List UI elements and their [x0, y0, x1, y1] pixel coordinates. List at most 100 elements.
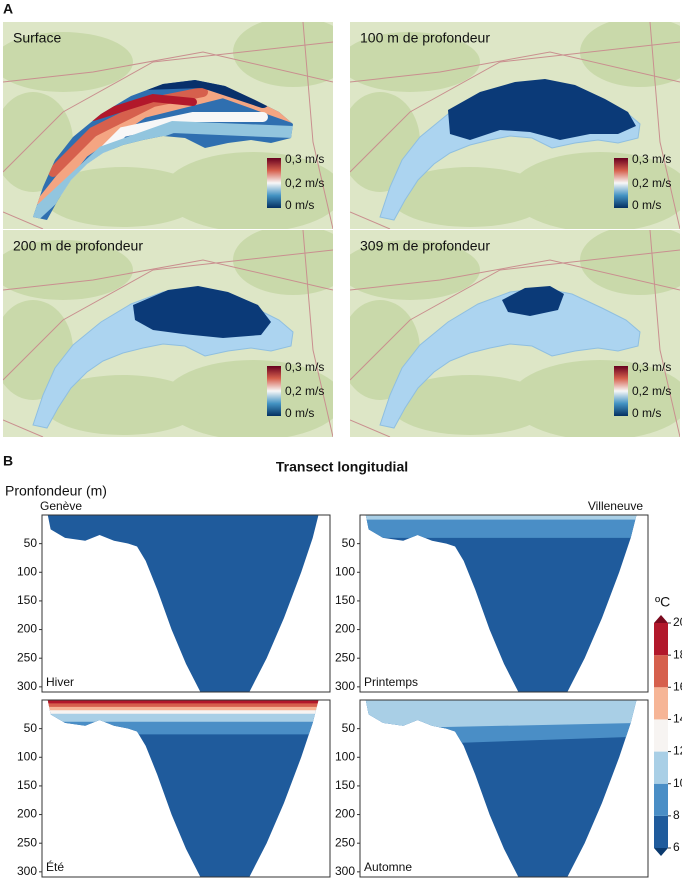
water-layer: [47, 700, 319, 704]
y-tick-label: 200: [17, 622, 37, 636]
y-tick-label: 200: [335, 807, 355, 821]
y-tick-label: 150: [17, 778, 37, 792]
y-tick-label: 150: [17, 593, 37, 607]
colorbar-unit: ºC: [655, 594, 670, 610]
y-tick-label: 50: [342, 536, 356, 550]
location-label: Genève: [40, 499, 82, 513]
deep-water: [502, 286, 564, 316]
y-tick-label: 200: [335, 622, 355, 636]
map-title: 100 m de profondeur: [360, 30, 490, 46]
road: [302, 22, 333, 229]
water-column: [47, 700, 319, 877]
y-tick-label: 100: [335, 564, 355, 578]
road: [350, 41, 680, 173]
map-panel: 200 m de profondeur 0,3 m/s 0,2 m/s 0 m/s: [3, 230, 333, 437]
panel-frame: [359, 514, 649, 693]
road: [3, 211, 44, 229]
colorbar-tick-label: 8: [673, 808, 680, 822]
colorbar-label: 0,3 m/s: [632, 360, 671, 374]
colorbar-label: 0,3 m/s: [632, 152, 671, 166]
colorbar-tick-label: 10: [673, 776, 682, 790]
colorbar-band: [654, 623, 668, 656]
transect-panel: 50 100 150 200 250 300 Printemps: [335, 514, 649, 693]
y-tick-label: 50: [24, 721, 38, 735]
colorbar-tick-label: 16: [673, 679, 682, 693]
terrain: [3, 240, 133, 300]
road: [3, 41, 333, 173]
y-tick-label: 300: [17, 864, 37, 878]
road: [350, 51, 680, 83]
velocity-colorbar: [614, 366, 628, 416]
colorbar-label: 0,3 m/s: [285, 152, 324, 166]
water-layer: [365, 515, 637, 520]
season-label: Hiver: [46, 675, 74, 689]
map-content: [350, 230, 680, 437]
y-tick-label: 250: [335, 650, 355, 664]
terrain: [390, 167, 550, 227]
transect-panel: 50 100 150 200 250 300 Automne: [335, 699, 649, 878]
colorbar-band: [654, 655, 668, 688]
season-label: Automne: [364, 860, 412, 874]
terrain: [43, 375, 203, 435]
map-title: 200 m de profondeur: [13, 238, 143, 254]
water-layer: [47, 515, 319, 692]
water-column: [365, 700, 637, 877]
road: [3, 419, 44, 437]
road: [350, 249, 680, 381]
water-layer: [365, 515, 637, 538]
road: [350, 419, 391, 437]
colorbar-label: 0,2 m/s: [632, 384, 671, 398]
velocity-colorbar: [614, 158, 628, 208]
road: [350, 259, 680, 291]
terrain: [350, 32, 480, 92]
deep-water: [448, 79, 636, 140]
road: [350, 211, 391, 229]
terrain: [510, 152, 680, 229]
road: [3, 249, 333, 381]
terrain: [233, 22, 333, 87]
terrain: [350, 240, 480, 300]
colorbar-band: [654, 687, 668, 720]
terrain: [163, 152, 333, 229]
transect-title: Transect longitudial: [276, 459, 408, 475]
colorbar-band: [654, 719, 668, 752]
terrain: [163, 360, 333, 437]
y-tick-label: 100: [335, 749, 355, 763]
water-column: [365, 515, 637, 692]
terrain: [390, 375, 550, 435]
y-tick-label: 150: [335, 593, 355, 607]
colorbar-label: 0,2 m/s: [632, 176, 671, 190]
road: [649, 22, 680, 229]
road: [3, 51, 333, 83]
velocity-colorbar: [267, 366, 281, 416]
y-tick-label: 250: [335, 835, 355, 849]
map-title: Surface: [13, 30, 61, 46]
colorbar-label: 0 m/s: [632, 406, 661, 420]
y-tick-label: 150: [335, 778, 355, 792]
terrain: [3, 32, 133, 92]
colorbar-label: 0 m/s: [632, 198, 661, 212]
colorbar-tick-label: 20: [673, 615, 682, 629]
colorbar-label: 0 m/s: [285, 198, 314, 212]
road: [649, 230, 680, 437]
location-label: Villeneuve: [588, 499, 643, 513]
map-title: 309 m de profondeur: [360, 238, 490, 254]
colorbar-band: [654, 751, 668, 784]
panel-label: B: [3, 453, 13, 469]
colorbar-label: 0,2 m/s: [285, 176, 324, 190]
colorbar-extension: [654, 848, 668, 856]
map-panel: 100 m de profondeur 0,3 m/s 0,2 m/s 0 m/s: [350, 22, 680, 229]
colorbar-tick-label: 12: [673, 744, 682, 758]
road: [302, 230, 333, 437]
velocity-band: [89, 93, 197, 121]
terrain: [43, 167, 203, 227]
y-tick-label: 250: [17, 835, 37, 849]
transect-panel: 50 100 150 200 250 300 Été: [17, 699, 331, 878]
y-tick-label: 50: [24, 536, 38, 550]
colorbar-tick-label: 14: [673, 712, 682, 726]
water-layer: [365, 700, 637, 729]
y-tick-label: 200: [17, 807, 37, 821]
y-axis-label: Pronfondeur (m): [5, 483, 107, 499]
y-tick-label: 250: [17, 650, 37, 664]
